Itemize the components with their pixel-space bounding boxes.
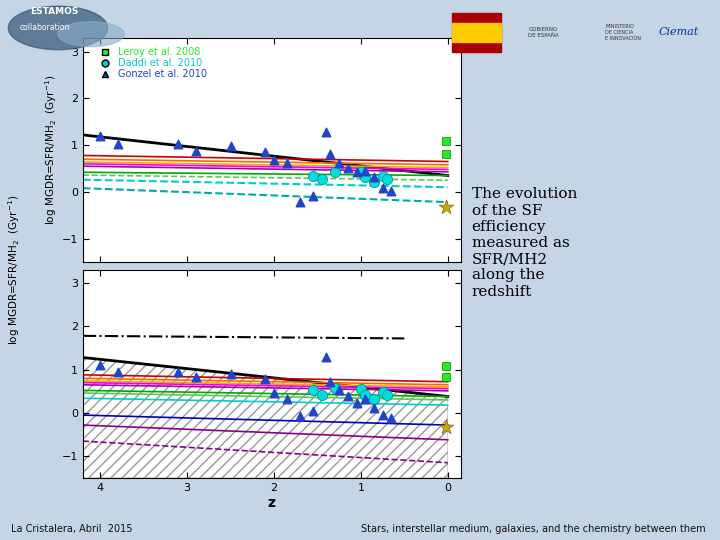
Point (342, 163, 354, 172)
Point (307, 407, 319, 415)
Point (329, 383, 341, 392)
Point (173, 367, 184, 376)
Text: The evolution
of the SF
efficiency
measured as
SFR/MH2
along the
redshift: The evolution of the SF efficiency measu… (472, 187, 577, 299)
Point (359, 166, 371, 175)
Point (440, 202, 451, 211)
Text: ESTAMOS: ESTAMOS (30, 6, 78, 16)
Point (359, 390, 371, 399)
Point (320, 128, 332, 137)
Point (381, 174, 392, 183)
Point (359, 395, 371, 403)
Point (269, 389, 280, 398)
Point (440, 422, 451, 431)
Point (94, 132, 106, 140)
Point (351, 168, 362, 177)
Bar (452, 13, 501, 52)
Text: Ciemat: Ciemat (659, 28, 699, 37)
Point (325, 377, 336, 386)
Text: GOBIERNO
DE ESPAÑA: GOBIERNO DE ESPAÑA (528, 27, 559, 38)
Y-axis label: log MGDR=SFR/MH$_2$  (Gyr$^{-1}$): log MGDR=SFR/MH$_2$ (Gyr$^{-1}$) (43, 75, 59, 225)
Text: Stars, interstellar medium, galaxies, and the chemistry between them: Stars, interstellar medium, galaxies, an… (361, 524, 706, 534)
Point (355, 168, 366, 177)
Point (316, 390, 328, 399)
Point (173, 140, 184, 149)
Point (351, 399, 362, 408)
Point (368, 177, 379, 186)
Point (377, 184, 388, 192)
Point (269, 156, 280, 165)
Point (282, 395, 293, 403)
Point (368, 403, 379, 412)
Point (259, 148, 271, 157)
Point (294, 412, 306, 421)
Point (190, 146, 202, 155)
Legend: Leroy et al. 2008, Daddi et al. 2010, Gonzel et al. 2010: Leroy et al. 2008, Daddi et al. 2010, Go… (95, 47, 207, 79)
Bar (452, 23, 501, 42)
Point (307, 386, 319, 395)
Point (225, 142, 236, 151)
Point (381, 390, 392, 399)
Point (294, 198, 306, 206)
Polygon shape (58, 22, 124, 46)
Text: log MGDR=SFR/MH$_2$  (Gyr$^{-1}$): log MGDR=SFR/MH$_2$ (Gyr$^{-1}$) (6, 195, 22, 345)
Point (316, 174, 328, 183)
Point (307, 171, 319, 180)
Point (112, 140, 123, 149)
Point (377, 171, 388, 180)
Polygon shape (9, 6, 108, 50)
Text: collaboration: collaboration (20, 23, 71, 32)
Point (368, 395, 379, 403)
Point (355, 385, 366, 394)
Point (377, 388, 388, 396)
Text: MINISTERIO
DE CIENCIA
E INNOVACIÓN: MINISTERIO DE CIENCIA E INNOVACIÓN (605, 24, 641, 40)
Point (307, 191, 319, 200)
Point (333, 386, 345, 395)
Point (325, 149, 336, 158)
Point (440, 137, 451, 146)
Point (320, 353, 332, 362)
Point (377, 411, 388, 420)
Text: La Cristalera, Abril  2015: La Cristalera, Abril 2015 (11, 524, 132, 534)
Point (94, 361, 106, 369)
Point (225, 369, 236, 378)
Point (368, 173, 379, 181)
Point (342, 392, 354, 401)
Point (385, 187, 397, 195)
Point (282, 159, 293, 167)
Point (333, 159, 345, 167)
Point (112, 367, 123, 376)
Point (259, 375, 271, 383)
Point (190, 373, 202, 382)
Point (329, 168, 341, 177)
Point (440, 362, 451, 370)
Point (440, 373, 451, 382)
X-axis label: z: z (268, 496, 276, 510)
Point (359, 173, 371, 181)
Point (440, 149, 451, 158)
Point (385, 414, 397, 422)
